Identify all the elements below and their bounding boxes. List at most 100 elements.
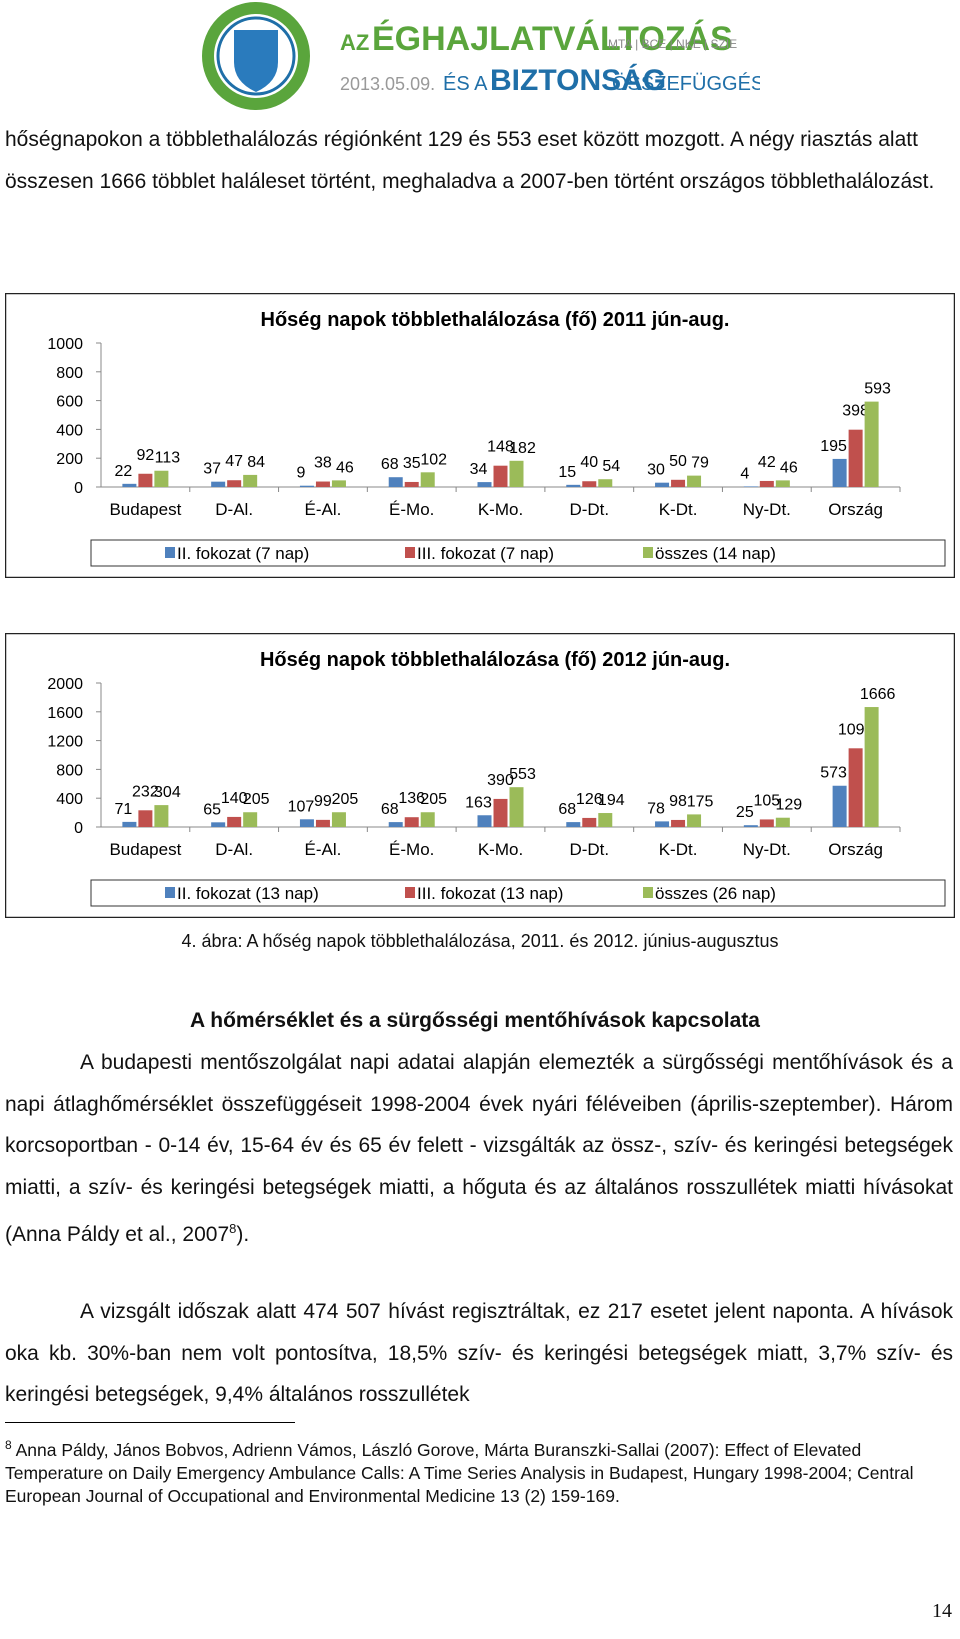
- data-label: 182: [509, 440, 536, 457]
- paragraph: A vizsgált időszak alatt 474 507 hívást …: [5, 1300, 953, 1407]
- bar: [493, 798, 508, 827]
- figure-caption: 4. ábra: A hőség napok többlethalálozása…: [181, 931, 779, 951]
- data-label: 25: [736, 804, 754, 821]
- y-tick-label: 600: [56, 394, 83, 411]
- bar: [243, 812, 258, 827]
- data-label: 163: [465, 794, 492, 811]
- data-label: 46: [336, 459, 354, 476]
- data-label: 390: [487, 772, 514, 789]
- data-label: 15: [558, 464, 576, 481]
- bar: [509, 787, 524, 827]
- x-tick-label: Ny-Dt.: [743, 840, 791, 859]
- data-label: 68: [381, 801, 399, 818]
- chart: Hőség napok többlethalálozása (fő) 2012 …: [5, 633, 955, 918]
- data-label: 304: [154, 784, 181, 801]
- logo-text: 2013.05.09.: [340, 74, 435, 94]
- data-label: 65: [203, 801, 221, 818]
- data-label: 140: [221, 790, 248, 807]
- data-label: 129: [775, 797, 802, 814]
- bar: [655, 821, 670, 827]
- y-tick-label: 0: [74, 480, 83, 497]
- legend-swatch: [165, 547, 175, 558]
- data-label: 126: [576, 791, 603, 808]
- bar: [655, 482, 670, 487]
- logo: AZ ÉGHAJLATVÁLTOZÁS MTA | BCE | NKE | SZ…: [202, 2, 760, 110]
- logo-text: ÉGHAJLATVÁLTOZÁS: [372, 20, 733, 58]
- legend-label: II. fokozat (13 nap): [177, 884, 319, 903]
- bar: [331, 480, 346, 487]
- bar: [315, 819, 330, 827]
- bar: [477, 482, 492, 487]
- bar: [848, 748, 863, 827]
- bar: [566, 484, 581, 487]
- logo-text: MTA | BCE | NKE | SZIE: [608, 37, 737, 51]
- data-label: 30: [647, 462, 665, 479]
- x-tick-label: K-Dt.: [659, 840, 698, 859]
- x-tick-label: K-Mo.: [478, 840, 523, 859]
- bar: [759, 480, 774, 487]
- bar: [420, 472, 435, 487]
- legend-label: összes (26 nap): [655, 884, 776, 903]
- data-label: 107: [288, 798, 315, 815]
- x-tick-label: É-Mo.: [389, 500, 434, 519]
- logo-text: BIZTONSÁG: [490, 63, 666, 97]
- bar: [687, 814, 702, 827]
- bar: [138, 810, 153, 827]
- data-label: 205: [332, 791, 359, 808]
- heading: A hőmérséklet és a sürgősségi mentőhívás…: [190, 1009, 760, 1032]
- data-label: 205: [420, 791, 447, 808]
- bar: [775, 817, 790, 827]
- bar: [582, 481, 597, 487]
- x-tick-label: D-Dt.: [569, 840, 609, 859]
- footnote-text: Anna Páldy, János Bobvos, Adrienn Vámos,…: [5, 1439, 914, 1506]
- data-label: 398: [842, 403, 869, 420]
- bar: [598, 479, 613, 487]
- data-label: 47: [225, 453, 243, 470]
- bar: [477, 815, 492, 827]
- bar: [493, 465, 508, 487]
- data-label: 573: [820, 765, 847, 782]
- data-label: 84: [247, 454, 265, 471]
- logo-text: ÖSSZEFÜGGÉSEI: [612, 72, 760, 95]
- bar: [775, 480, 790, 487]
- bar: [299, 819, 314, 827]
- bar: [122, 483, 137, 487]
- bar: [122, 821, 137, 827]
- paragraph-text: ).: [236, 1223, 250, 1247]
- data-label: 175: [687, 793, 714, 810]
- bar: [211, 481, 226, 487]
- y-tick-label: 1600: [47, 705, 83, 722]
- y-tick-label: 800: [56, 762, 83, 779]
- data-label: 40: [580, 454, 598, 471]
- data-label: 113: [155, 450, 181, 467]
- bar: [743, 486, 758, 487]
- data-label: 148: [487, 439, 514, 456]
- data-label: 79: [691, 455, 709, 472]
- legend-swatch: [405, 547, 415, 558]
- y-tick-label: 0: [74, 820, 83, 837]
- data-label: 99: [314, 793, 332, 810]
- data-label: 205: [243, 791, 270, 808]
- data-label: 136: [398, 790, 425, 807]
- y-tick-label: 800: [56, 365, 83, 382]
- legend-label: II. fokozat (7 nap): [177, 544, 309, 563]
- x-tick-label: Budapest: [109, 500, 181, 519]
- footnote-rule: [5, 1422, 295, 1423]
- bar: [671, 819, 686, 827]
- y-tick-label: 400: [56, 791, 83, 808]
- legend-box: [90, 539, 946, 567]
- data-label: 22: [114, 463, 132, 480]
- legend-swatch: [405, 887, 415, 898]
- data-label: 553: [509, 766, 536, 783]
- x-tick-label: D-Al.: [215, 500, 253, 519]
- bar: [154, 805, 169, 827]
- bar: [299, 485, 314, 487]
- data-label: 4: [740, 465, 749, 482]
- y-tick-label: 1000: [47, 336, 83, 353]
- bar: [227, 480, 242, 487]
- bar: [404, 481, 419, 487]
- legend-swatch: [165, 887, 175, 898]
- data-label: 102: [420, 451, 447, 468]
- legend-swatch: [643, 547, 653, 558]
- bar: [832, 458, 847, 487]
